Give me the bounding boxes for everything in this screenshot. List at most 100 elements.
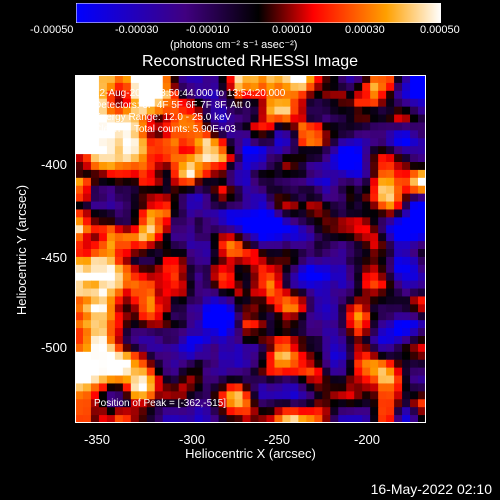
- heatmap-cell: [394, 185, 403, 195]
- heatmap-cell: [394, 217, 403, 226]
- heatmap-cell: [178, 233, 188, 242]
- heatmap-cell: [250, 122, 260, 131]
- heatmap-cell: [218, 367, 228, 377]
- heatmap-cell: [98, 169, 108, 179]
- heatmap-cell: [266, 351, 276, 361]
- heatmap-cell: [250, 256, 260, 266]
- heatmap-cell: [178, 343, 188, 353]
- heatmap-cell: [330, 359, 339, 369]
- heatmap-cell: [378, 399, 387, 408]
- heatmap-cell: [202, 201, 212, 211]
- heatmap-cell: [362, 391, 371, 400]
- heatmap-cell: [146, 288, 156, 298]
- heatmap-cell: [362, 209, 371, 218]
- heatmap-cell: [75, 217, 84, 226]
- heatmap-cell: [82, 98, 92, 108]
- heatmap-cell: [114, 122, 124, 131]
- heatmap-cell: [90, 138, 100, 147]
- heatmap-cell: [298, 233, 307, 242]
- heatmap-cell: [314, 146, 323, 155]
- heatmap-cell: [314, 122, 323, 131]
- heatmap-cell: [194, 82, 204, 92]
- heatmap-cell: [106, 336, 116, 345]
- heatmap-cell: [378, 154, 387, 163]
- heatmap-cell: [346, 375, 355, 385]
- heatmap-cell: [338, 130, 347, 139]
- heatmap-cell: [266, 90, 276, 100]
- heatmap-cell: [346, 82, 355, 92]
- heatmap-cell: [82, 272, 92, 282]
- heatmap-cell: [378, 328, 387, 337]
- heatmap-cell: [386, 75, 395, 84]
- heatmap-cell: [178, 169, 188, 179]
- heatmap-cell: [266, 75, 276, 84]
- heatmap-cell: [226, 177, 236, 187]
- heatmap-cell: [106, 415, 116, 423]
- heatmap-cell: [146, 312, 156, 321]
- heatmap-cell: [314, 304, 323, 313]
- heatmap-cell: [346, 304, 355, 313]
- heatmap-cell: [330, 288, 339, 298]
- heatmap-cell: [386, 288, 395, 298]
- heatmap-cell: [210, 288, 220, 298]
- heatmap-cell: [194, 328, 204, 337]
- heatmap-cell: [130, 264, 140, 274]
- heatmap-cell: [106, 90, 116, 100]
- heatmap-cell: [274, 98, 284, 108]
- heatmap-cell: [82, 225, 92, 234]
- heatmap-cell: [234, 320, 244, 329]
- heatmap-cell: [75, 90, 84, 100]
- heatmap-cell: [386, 154, 395, 163]
- heatmap-cell: [402, 249, 411, 258]
- heatmap-cell: [314, 114, 323, 124]
- heatmap-cell: [386, 351, 395, 361]
- heatmap-cell: [274, 264, 284, 274]
- heatmap-cell: [146, 359, 156, 369]
- heatmap-cell: [146, 146, 156, 155]
- heatmap-cell: [306, 185, 315, 195]
- heatmap-cell: [226, 90, 236, 100]
- heatmap-cell: [186, 304, 196, 313]
- heatmap-cell: [130, 122, 140, 131]
- heatmap-cell: [75, 130, 84, 139]
- heatmap-cell: [234, 106, 244, 116]
- heatmap-cell: [75, 154, 84, 163]
- heatmap-cell: [122, 225, 132, 234]
- heatmap-cell: [114, 217, 124, 226]
- heatmap-cell: [330, 249, 339, 258]
- heatmap-cell: [314, 343, 323, 353]
- heatmap-cell: [410, 256, 419, 266]
- heatmap-cell: [138, 75, 148, 84]
- heatmap-cell: [122, 177, 132, 187]
- heatmap-cell: [202, 375, 212, 385]
- heatmap-cell: [394, 312, 403, 321]
- heatmap-cell: [226, 114, 236, 124]
- heatmap-cell: [282, 312, 291, 321]
- heatmap-cell: [154, 336, 164, 345]
- heatmap-cell: [90, 169, 100, 179]
- heatmap-cell: [298, 154, 307, 163]
- heatmap-cell: [210, 114, 220, 124]
- heatmap-cell: [226, 98, 236, 108]
- heatmap-cell: [98, 185, 108, 195]
- heatmap-cell: [162, 233, 172, 242]
- heatmap-cell: [346, 185, 355, 195]
- heatmap-cell: [298, 359, 307, 369]
- heatmap-cell: [114, 162, 124, 171]
- heatmap-cell: [146, 169, 156, 179]
- heatmap-cell: [314, 177, 323, 187]
- heatmap-cell: [178, 162, 188, 171]
- heatmap-cell: [130, 383, 140, 392]
- heatmap-cell: [226, 383, 236, 392]
- heatmap-cell: [218, 264, 228, 274]
- heatmap-cell: [330, 272, 339, 282]
- heatmap-cell: [202, 351, 212, 361]
- heatmap-cell: [298, 138, 307, 147]
- heatmap-cell: [266, 162, 276, 171]
- heatmap-cell: [282, 272, 291, 282]
- heatmap-cell: [346, 249, 355, 258]
- heatmap-cell: [346, 90, 355, 100]
- heatmap-cell: [75, 106, 84, 116]
- heatmap-cell: [322, 336, 331, 345]
- heatmap-cell: [354, 280, 363, 290]
